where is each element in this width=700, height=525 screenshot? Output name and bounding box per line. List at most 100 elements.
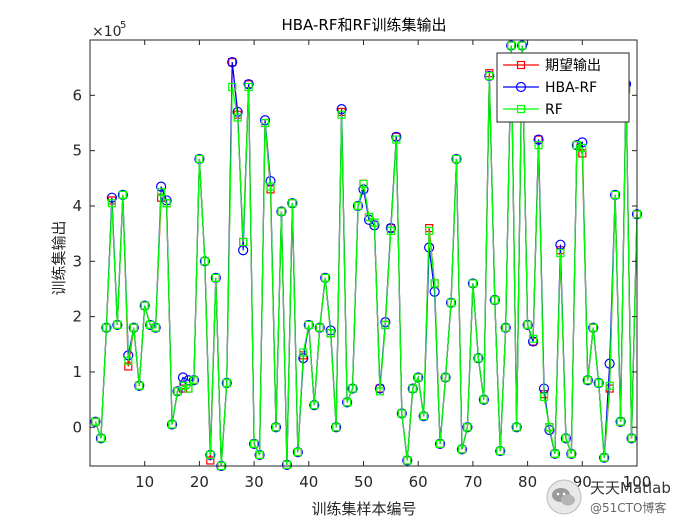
legend-label: HBA-RF [545,80,597,96]
data-point [135,381,144,390]
data-point [288,199,297,208]
data-point [490,295,499,305]
data-point [195,154,204,164]
data-point [523,320,532,330]
data-point [452,154,461,164]
x-tick-label: 70 [463,473,482,491]
data-point [173,387,182,396]
data-point [414,373,423,382]
data-point [370,218,379,227]
data-point [106,192,117,203]
data-point [342,398,352,407]
data-point [206,456,215,465]
y-tick-label: 5 [72,142,82,160]
watermark-title: 天天Matlab [590,479,671,497]
data-point [310,401,319,410]
data-point [336,104,347,115]
data-point [512,423,521,432]
data-point [528,334,538,343]
data-point [616,417,625,426]
data-point [425,226,434,235]
x-tick-label: 10 [135,473,154,491]
data-point [140,301,149,310]
legend-entry: 期望输出 [503,58,601,74]
data-point [146,320,155,330]
wechat-logo-icon [546,479,582,515]
data-point [282,460,292,469]
data-point [233,113,242,122]
data-point [408,384,417,393]
data-point [479,395,488,404]
data-point [577,137,588,148]
data-point [299,348,308,357]
data-point [397,409,406,418]
data-point [545,423,554,432]
data-point [178,381,188,390]
series-line [94,45,638,467]
y-axis-exponent: ×10 5 [92,20,126,40]
data-point [266,182,275,191]
legend-label: 期望输出 [545,58,601,74]
data-point [468,279,477,288]
data-point [255,450,264,460]
data-point [228,82,237,92]
data-point [250,439,259,448]
legend-swatch-marker [515,81,527,93]
data-point [118,190,127,200]
y-tick-label: 3 [72,252,82,270]
data-point [430,279,439,288]
data-point [386,226,395,235]
data-point [446,298,456,307]
legend-label: RF [545,102,563,118]
data-point [184,384,193,393]
data-point [364,212,374,222]
data-point [474,354,483,363]
data-point [419,412,428,421]
data-point [91,417,100,426]
data-point [189,376,199,385]
legend: 期望输出 HBA-RF RF [496,52,630,123]
series-layer [90,40,643,472]
data-point [627,434,636,443]
data-point [507,41,516,50]
legend-entry: HBA-RF [503,80,597,96]
data-point [594,378,603,388]
data-point [293,448,302,457]
data-point [260,118,270,128]
data-point [539,392,549,401]
data-point [321,273,330,282]
x-tick-label: 40 [299,473,318,491]
data-point [359,179,368,188]
legend-entry: RF [503,102,563,118]
data-point [561,434,570,443]
data-point [244,82,253,92]
data-point [533,134,544,145]
data-point [304,320,313,330]
data-point [124,356,133,365]
data-point [227,57,238,68]
data-point [151,323,160,332]
data-point [578,143,587,152]
data-point [113,320,122,330]
data-point [271,423,281,432]
data-point [550,449,560,458]
data-point [107,199,116,208]
data-point [211,273,220,282]
series-2 [91,41,642,471]
data-point [200,257,209,266]
data-point [413,372,424,383]
x-axis-label: 训练集样本编号 [311,500,416,518]
x-tick-label: 80 [518,473,537,491]
y-tick-label: 2 [72,308,82,326]
data-point [375,387,385,396]
x-tick-label: 60 [409,473,428,491]
y-tick-label: 6 [72,86,82,104]
y-tick-label: 0 [72,418,82,436]
data-point [162,199,171,208]
data-point [600,453,609,462]
data-point [222,378,231,388]
data-point [332,423,341,432]
data-point [96,434,106,443]
data-point [206,450,215,460]
